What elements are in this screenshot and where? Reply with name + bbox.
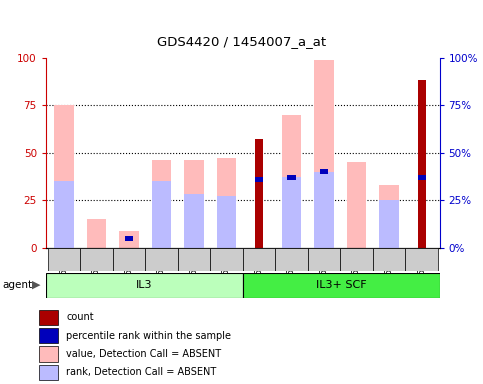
Bar (54, 105, 73, 248)
Bar (217, 158, 236, 248)
Text: value, Detection Call = ABSENT: value, Detection Call = ABSENT (66, 349, 221, 359)
Bar (282, 177, 301, 248)
Bar (405, 248, 438, 271)
Bar (275, 248, 308, 271)
Bar (287, 175, 296, 180)
Text: IL3+ SCF: IL3+ SCF (316, 280, 367, 290)
Bar (217, 196, 236, 248)
Bar (379, 185, 399, 248)
Bar (242, 273, 440, 298)
Bar (184, 194, 204, 248)
Bar (54, 181, 73, 248)
Bar (418, 80, 426, 248)
Text: agent: agent (2, 280, 32, 290)
Text: count: count (66, 312, 94, 322)
Bar (373, 248, 405, 271)
Bar (242, 248, 275, 271)
Text: rank, Detection Call = ABSENT: rank, Detection Call = ABSENT (66, 367, 216, 377)
Bar (39, 346, 58, 362)
Bar (308, 248, 341, 271)
Bar (80, 248, 113, 271)
Bar (39, 365, 58, 380)
Bar (210, 248, 242, 271)
Bar (119, 230, 139, 248)
Text: GDS4420 / 1454007_a_at: GDS4420 / 1454007_a_at (157, 35, 326, 48)
Bar (47, 248, 80, 271)
Bar (152, 181, 171, 248)
Bar (255, 139, 263, 248)
Bar (113, 248, 145, 271)
Bar (178, 248, 210, 271)
Bar (145, 248, 178, 271)
Bar (39, 310, 58, 325)
Bar (314, 172, 334, 248)
Bar (255, 177, 263, 182)
Bar (39, 328, 58, 343)
Bar (347, 162, 366, 248)
Bar (184, 160, 204, 248)
Bar (282, 115, 301, 248)
Bar (46, 273, 242, 298)
Bar (152, 160, 171, 248)
Text: percentile rank within the sample: percentile rank within the sample (66, 331, 231, 341)
Bar (86, 219, 106, 248)
Bar (379, 200, 399, 248)
Bar (314, 60, 334, 248)
Bar (125, 236, 133, 240)
Text: ▶: ▶ (31, 280, 40, 290)
Bar (320, 169, 328, 174)
Text: IL3: IL3 (136, 280, 153, 290)
Bar (341, 248, 373, 271)
Bar (418, 175, 426, 180)
